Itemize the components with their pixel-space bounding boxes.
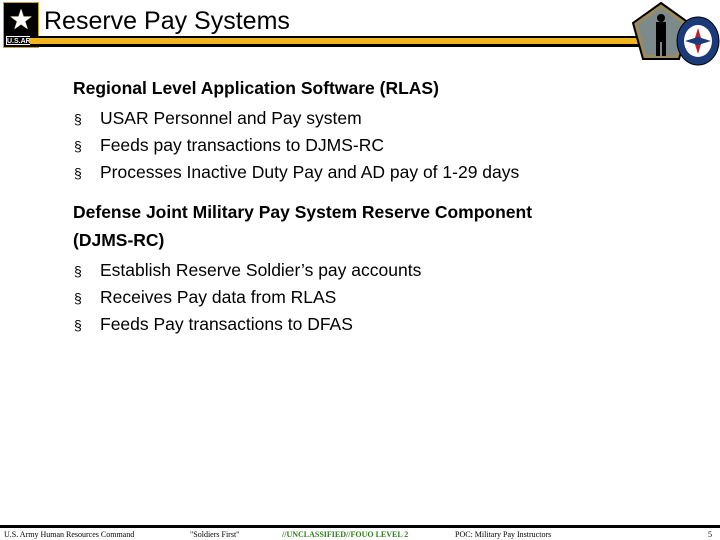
pentagon-soldier-logo — [632, 2, 690, 60]
page-title: Reserve Pay Systems — [44, 7, 290, 35]
title-divider — [30, 44, 642, 47]
section-heading: Regional Level Application Software (RLA… — [73, 78, 439, 98]
title-divider — [30, 36, 642, 38]
footer-org: U.S. Army Human Resources Command — [4, 530, 135, 539]
page-number: 5 — [708, 530, 712, 539]
bullet-icon: § — [74, 138, 82, 154]
hrc-seal-logo — [676, 16, 720, 66]
list-item: § Feeds pay transactions to DJMS-RC — [74, 135, 384, 155]
section-heading: Defense Joint Military Pay System Reserv… — [73, 202, 533, 222]
footer-classification: //UNCLASSIFIED//FOUO LEVEL 2 — [282, 530, 409, 539]
list-item: § Feeds Pay transactions to DFAS — [74, 314, 353, 334]
bullet-icon: § — [74, 317, 82, 333]
army-star-logo: ★ U.S.ARMY — [3, 2, 41, 48]
list-item: § Processes Inactive Duty Pay and AD pay … — [74, 162, 520, 182]
footer-divider — [0, 525, 720, 528]
footer-motto: "Soldiers First" — [190, 530, 240, 539]
list-item: § USAR Personnel and Pay system — [74, 108, 362, 128]
section-heading: (DJMS-RC) — [73, 230, 165, 250]
list-item: § Establish Reserve Soldier’s pay account… — [74, 260, 422, 280]
title-divider-gold — [30, 38, 642, 44]
bullet-icon: § — [74, 263, 82, 279]
bullet-icon: § — [74, 290, 82, 306]
bullet-icon: § — [74, 165, 82, 181]
footer-poc: POC: Military Pay Instructors — [455, 530, 552, 539]
list-item: § Receives Pay data from RLAS — [74, 287, 337, 307]
bullet-icon: § — [74, 111, 82, 127]
